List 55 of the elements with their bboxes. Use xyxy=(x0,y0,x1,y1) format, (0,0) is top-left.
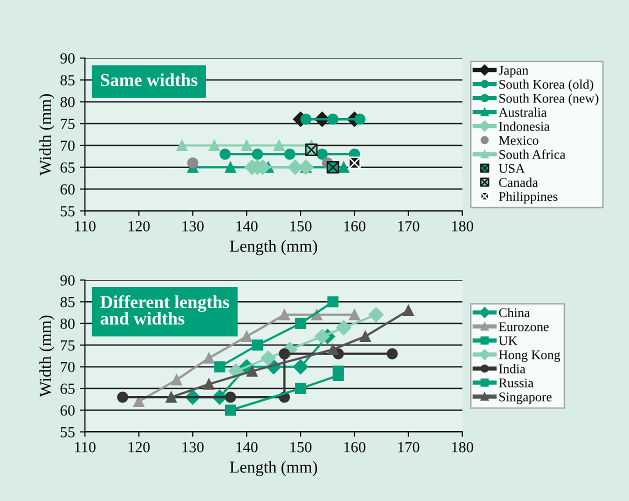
x-tick-label: 110 xyxy=(75,442,96,452)
x-tick-label: 150 xyxy=(290,221,312,232)
y-tick-label: 70 xyxy=(60,362,75,372)
legend-label: South Africa xyxy=(499,149,566,159)
x-tick-label: 160 xyxy=(344,221,366,232)
y-tick-label: 90 xyxy=(60,275,75,286)
x-tick-label: 130 xyxy=(182,221,204,232)
legend-label: India xyxy=(498,364,526,374)
y-tick-label: 85 xyxy=(60,75,75,86)
legend-label: Mexico xyxy=(498,136,538,145)
x-tick-label: 140 xyxy=(236,442,258,452)
annotation: Different lengths and widths xyxy=(100,295,230,325)
legend-label: Russia xyxy=(498,378,534,388)
x-tick-label: 130 xyxy=(182,442,204,452)
x-tick-label: 180 xyxy=(452,221,474,232)
legend-label: UK xyxy=(498,336,518,346)
x-tick-label: 180 xyxy=(452,442,474,452)
y-tick-label: 60 xyxy=(60,184,75,195)
y-tick-label: 55 xyxy=(60,427,75,438)
legend-label: Canada xyxy=(499,178,538,187)
legend-label: South Korea (old) xyxy=(499,79,594,92)
legend-label: USA xyxy=(498,164,525,173)
y-tick-label: 55 xyxy=(60,206,75,216)
annotation: Same widths xyxy=(100,73,198,86)
legend-label: Indonesia xyxy=(498,122,550,131)
legend-label: Singapore xyxy=(499,392,552,404)
y-axis-title: Width (mm) xyxy=(39,94,54,176)
y-tick-label: 80 xyxy=(60,96,75,108)
y-tick-label: 60 xyxy=(60,405,75,416)
x-tick-label: 170 xyxy=(398,442,420,452)
x-tick-label: 120 xyxy=(128,442,150,452)
x-tick-label: 120 xyxy=(128,221,150,232)
legend-label: South Korea (new) xyxy=(499,94,598,106)
y-tick-label: 90 xyxy=(60,53,75,64)
x-axis-title: Length (mm) xyxy=(230,240,318,256)
y-tick-label: 75 xyxy=(60,340,75,351)
legend-label: Eurozone xyxy=(498,322,549,332)
y-tick-label: 85 xyxy=(60,296,75,308)
legend-label: Hong Kong xyxy=(498,350,560,362)
y-tick-label: 65 xyxy=(60,162,75,173)
y-tick-label: 75 xyxy=(60,118,75,130)
legend-label: Philippines xyxy=(498,192,558,204)
y-tick-label: 80 xyxy=(60,318,75,329)
x-axis-title: Length (mm) xyxy=(230,460,318,476)
legend-label: Australia xyxy=(498,108,547,117)
x-tick-label: 170 xyxy=(398,221,420,232)
x-tick-label: 140 xyxy=(236,221,258,232)
legend-label: Japan xyxy=(498,66,528,78)
x-tick-label: 150 xyxy=(290,442,312,452)
y-axis-title: Width (mm) xyxy=(39,316,54,398)
x-tick-label: 110 xyxy=(75,221,96,232)
legend-label: China xyxy=(499,308,530,318)
x-tick-label: 160 xyxy=(344,442,366,452)
y-tick-label: 70 xyxy=(60,140,75,151)
y-tick-label: 65 xyxy=(60,384,75,394)
